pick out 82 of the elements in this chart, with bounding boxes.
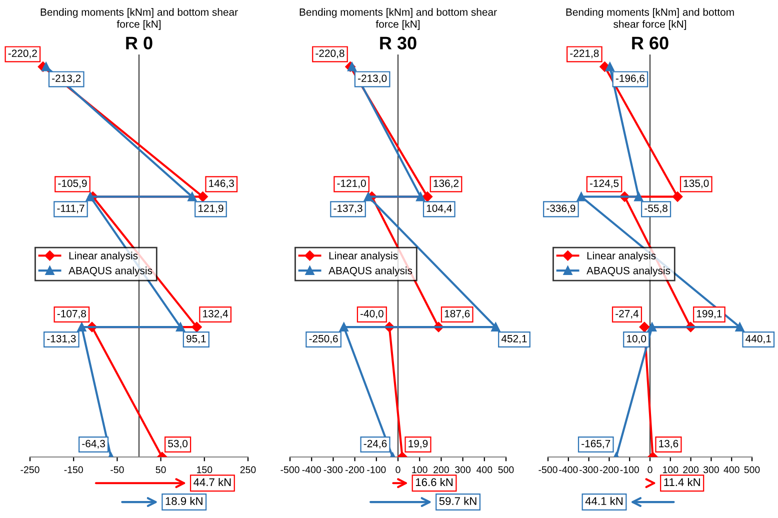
text: 44.1 kN [585,496,622,505]
annotation: 13,6 [659,440,678,449]
annotation: -336,9 [546,204,576,214]
x-tick-label: -50 [110,466,124,474]
annotation: 452,1 [501,334,527,344]
annotation: 199,1 [696,310,722,319]
x-tick-label: 0 [396,466,400,474]
x-tick-label: -400 [302,466,321,474]
legend-label: Linear analysis [69,252,138,262]
x-tick-label: 50 [156,466,166,474]
chart-title: Bending moments [kNm] and bottom shear force [kN] [40,8,238,30]
annotation: 53,0 [168,440,188,449]
x-tick-label: 250 [240,466,256,474]
legend-label: ABAQUS analysis [68,266,152,276]
x-tick-label: 100 [663,466,678,474]
text: 11.4 kN [664,478,700,486]
annotation: -137,3 [334,204,362,214]
text: 44.7 kN [194,478,231,486]
x-tick-label: -500 [280,466,300,474]
annotation: -27,4 [616,310,639,319]
annotation: -250,6 [309,334,338,344]
x-tick-label: 400 [724,466,740,474]
annotation: -220,2 [8,50,37,58]
x-tick-label: -400 [559,466,578,474]
x-tick-label: 150 [197,466,212,474]
x-tick-label: 400 [476,466,492,474]
x-tick-label: 200 [434,466,449,474]
text: 59.7 kN [439,496,476,506]
x-tick-label: -300 [324,466,343,474]
annotation: 95,1 [186,334,206,344]
annotation: -213,2 [52,74,81,84]
x-tick-label: -250 [20,466,40,474]
annotation: -131,3 [47,334,76,344]
legend-label: ABAQUS analysis [586,266,670,276]
chart-subtitle: R 30 [380,36,416,50]
annotation: -105,9 [58,180,87,188]
x-tick-label: -500 [538,466,558,474]
chart-title: Bending moments [kNm] and bottom shear force [kN] [300,8,497,30]
annotation: -196,6 [616,74,645,84]
text: 16.6 kN [416,478,453,486]
x-tick-label: 500 [498,466,514,474]
annotation: -24,6 [364,440,387,449]
annotation: -40,0 [360,310,384,319]
annotation: 121,9 [198,204,224,214]
annotation: -64,3 [82,440,105,449]
legend-label: ABAQUS analysis [328,266,412,276]
annotation: -220,8 [316,50,344,58]
x-tick-label: 0 [648,466,652,474]
annotation: 104,4 [426,204,452,214]
annotation: -124,5 [590,180,619,188]
x-tick-label: -150 [64,466,83,474]
x-tick-label: 300 [703,466,719,474]
text: 18.9 kN [166,496,202,506]
x-tick-label: -200 [600,466,619,474]
annotation: 146,3 [209,180,234,188]
annotation: 136,2 [434,180,459,188]
annotation: 440,1 [746,334,771,344]
x-tick-label: 500 [744,466,760,474]
x-tick-label: 300 [455,466,471,474]
x-tick-label: -100 [620,466,639,474]
x-tick-label: -300 [580,466,598,474]
annotation: 19,9 [408,440,428,449]
annotation: -121,0 [337,180,366,188]
x-tick-label: -200 [346,466,364,474]
chart-subtitle: R 60 [632,36,668,50]
x-tick-label: -100 [367,466,386,474]
x-tick-label: 200 [683,466,699,474]
annotation: 187,6 [444,310,470,319]
annotation: -221,8 [570,50,599,58]
annotation: -213,0 [358,74,387,84]
annotation: 132,4 [203,310,228,319]
x-tick-label: 100 [412,466,428,474]
chart-title: Bending moments [kNm] and bottom shear force [kN] [566,8,734,30]
chart-subtitle: R 0 [126,36,152,50]
annotation: -165,7 [582,440,610,449]
legend-label: Linear analysis [587,252,656,262]
annotation: -107,8 [57,310,86,319]
annotation: 135,0 [684,180,709,188]
annotation: 10,0 [627,334,646,344]
annotation: -111,7 [57,204,84,214]
legend-label: Linear analysis [329,252,398,262]
annotation: -55,8 [644,204,668,214]
